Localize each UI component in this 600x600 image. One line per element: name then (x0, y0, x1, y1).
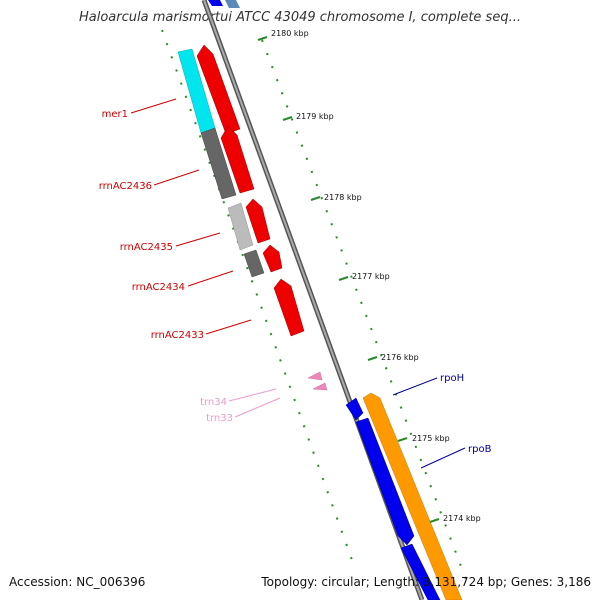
gene-trn33-mark[interactable] (312, 382, 328, 391)
label-leaders (130, 98, 466, 469)
ruler-tick-label: 2177 kbp (352, 272, 390, 281)
ruler-ticks (257, 36, 440, 523)
gene-label-rrnAC2435[interactable]: rrnAC2435 (120, 242, 173, 253)
ruler-dotted-track (261, 39, 471, 591)
ruler-tick-label: 2178 kbp (324, 193, 362, 202)
summary-label: Topology: circular; Length: 3,131,724 bp… (261, 575, 591, 589)
gene-top-steel[interactable] (225, 0, 240, 8)
gene-labels: mer1 rrnAC2436 rrnAC2435 rrnAC2434 rrnAC… (99, 109, 492, 455)
gene-label-mer1[interactable]: mer1 (102, 109, 128, 120)
gene-label-trn33[interactable]: trn33 (206, 413, 233, 424)
gene-orange-long[interactable] (362, 392, 463, 600)
gene-arrow-red-4[interactable] (262, 244, 283, 273)
ruler-tick-label: 2179 kbp (296, 112, 334, 121)
gene-rrnAC2435-block[interactable] (227, 202, 254, 251)
gene-label-rpoH[interactable]: rpoH (440, 373, 464, 384)
gene-rpoH-arrow[interactable] (345, 397, 364, 421)
ruler-tick-label: 2174 kbp (443, 514, 481, 523)
forward-strand-features (177, 44, 328, 391)
gene-trn34-mark[interactable] (307, 371, 323, 381)
gene-arrow-red-1[interactable] (196, 44, 241, 135)
gene-label-rrnAC2436[interactable]: rrnAC2436 (99, 181, 152, 192)
gene-arrow-red-3[interactable] (245, 198, 271, 244)
gene-label-trn34[interactable]: trn34 (200, 397, 227, 408)
gene-arrow-red-2[interactable] (220, 125, 255, 194)
ruler-tick-label: 2175 kbp (412, 434, 450, 443)
gene-label-rrnAC2434[interactable]: rrnAC2434 (132, 282, 185, 293)
gene-arrow-red-5[interactable] (273, 278, 305, 337)
gene-label-rrnAC2433[interactable]: rrnAC2433 (151, 330, 204, 341)
ruler-tick-label: 2180 kbp (271, 29, 309, 38)
gene-rpoB-arrow[interactable] (355, 417, 415, 546)
gene-label-rpoB[interactable]: rpoB (468, 444, 492, 455)
inner-dotted-track (161, 29, 353, 561)
reverse-strand-features (208, 0, 463, 600)
gene-rrnAC2436-block[interactable] (200, 127, 237, 200)
gene-rrnAC2434-block[interactable] (243, 249, 265, 278)
ruler-labels: 2180 kbp 2179 kbp 2178 kbp 2177 kbp 2176… (271, 29, 481, 523)
gene-blue-lower[interactable] (400, 543, 441, 600)
map-title: Haloarcula marismortui ATCC 43049 chromo… (79, 10, 521, 25)
accession-label: Accession: NC_006396 (9, 575, 146, 589)
gene-top-blue[interactable] (208, 0, 223, 6)
ruler-tick-label: 2176 kbp (381, 353, 419, 362)
